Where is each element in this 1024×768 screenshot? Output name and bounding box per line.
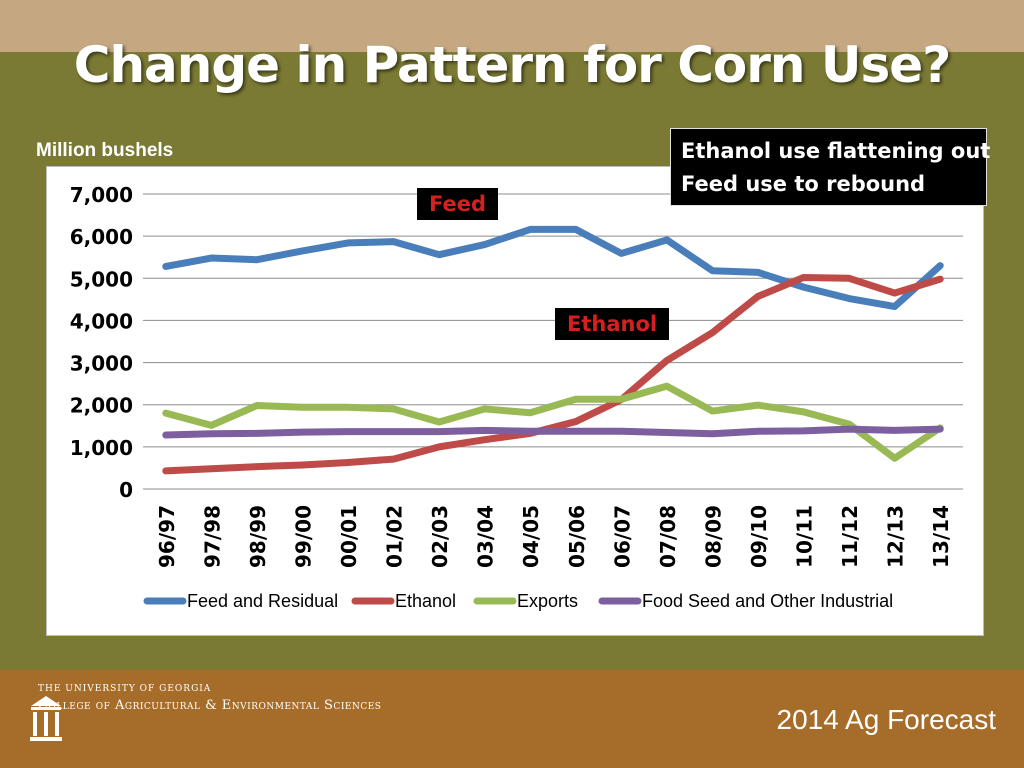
x-tick-label: 04/05 bbox=[519, 505, 543, 568]
series-layer bbox=[162, 225, 944, 475]
legend-label-ethanol: Ethanol bbox=[395, 591, 456, 611]
y-tick-label: 6,000 bbox=[70, 225, 133, 249]
legend-label-food-seed-and-other-industrial: Food Seed and Other Industrial bbox=[642, 591, 893, 611]
x-tick-label: 07/08 bbox=[656, 505, 680, 568]
legend-label-exports: Exports bbox=[517, 591, 578, 611]
x-tick-label: 12/13 bbox=[884, 505, 908, 568]
y-axis-ticks: 0 1,000 2,000 3,000 4,000 5,000 6,000 7,000 bbox=[70, 183, 133, 502]
callout-line-1: Ethanol use flattening out bbox=[681, 139, 991, 163]
y-tick-label: 5,000 bbox=[70, 267, 133, 291]
y-unit-label: Million bushels bbox=[36, 140, 174, 161]
x-tick-label: 02/03 bbox=[428, 505, 452, 568]
x-tick-label: 03/04 bbox=[474, 505, 498, 568]
top-band bbox=[0, 0, 1024, 52]
x-tick-label: 01/02 bbox=[383, 505, 407, 568]
forecast-label: 2014 Ag Forecast bbox=[776, 704, 996, 735]
series-line-ethanol bbox=[162, 273, 944, 475]
y-tick-label: 1,000 bbox=[70, 436, 133, 460]
callout-box: Ethanol use flattening out Feed use to r… bbox=[670, 128, 991, 206]
y-tick-label: 0 bbox=[119, 478, 133, 502]
slide-title: Change in Pattern for Corn Use? bbox=[73, 36, 951, 94]
x-tick-label: 05/06 bbox=[565, 505, 589, 568]
university-name: THE UNIVERSITY OF GEORGIA bbox=[38, 684, 212, 694]
x-tick-label: 08/09 bbox=[701, 505, 725, 568]
y-tick-label: 7,000 bbox=[70, 183, 133, 207]
series-line-feed-and-residual bbox=[162, 225, 944, 311]
x-tick-label: 11/12 bbox=[838, 505, 862, 568]
x-tick-label: 09/10 bbox=[747, 505, 771, 568]
feed-tag: Feed bbox=[417, 188, 499, 220]
x-tick-label: 06/07 bbox=[610, 505, 634, 568]
x-tick-label: 10/11 bbox=[793, 505, 817, 568]
x-axis-ticks: 96/97 97/98 98/99 99/00 00/01 01/02 02/03 03/04… bbox=[155, 505, 953, 568]
college-name: College of Agricultural & Environmental … bbox=[38, 698, 382, 713]
y-tick-label: 4,000 bbox=[70, 309, 133, 333]
ethanol-tag: Ethanol bbox=[555, 308, 670, 340]
footer-band: THE UNIVERSITY OF GEORGIA College of Agr… bbox=[0, 670, 1024, 768]
x-tick-label: 96/97 bbox=[155, 505, 179, 568]
x-tick-label: 98/99 bbox=[246, 505, 270, 568]
y-tick-label: 3,000 bbox=[70, 352, 133, 376]
callout-line-2: Feed use to rebound bbox=[681, 172, 926, 196]
series-line-food-seed-and-other-industrial bbox=[162, 425, 944, 439]
x-tick-label: 99/00 bbox=[291, 505, 315, 568]
arch-logo-icon bbox=[30, 696, 62, 741]
chart-panel: 0 1,000 2,000 3,000 4,000 5,000 6,000 7,000 96/… bbox=[46, 166, 984, 636]
series-line-exports bbox=[162, 382, 944, 462]
legend-label-feed-and-residual: Feed and Residual bbox=[187, 591, 338, 611]
x-tick-label: 13/14 bbox=[929, 505, 953, 568]
line-chart: 0 1,000 2,000 3,000 4,000 5,000 6,000 7,000 96/… bbox=[70, 183, 963, 611]
grid-layer bbox=[143, 193, 963, 490]
x-tick-label: 97/98 bbox=[200, 505, 224, 568]
x-tick-label: 00/01 bbox=[337, 505, 361, 568]
legend: Feed and Residual Ethanol Exports Food Seed… bbox=[143, 591, 893, 611]
y-tick-label: 2,000 bbox=[70, 394, 133, 418]
